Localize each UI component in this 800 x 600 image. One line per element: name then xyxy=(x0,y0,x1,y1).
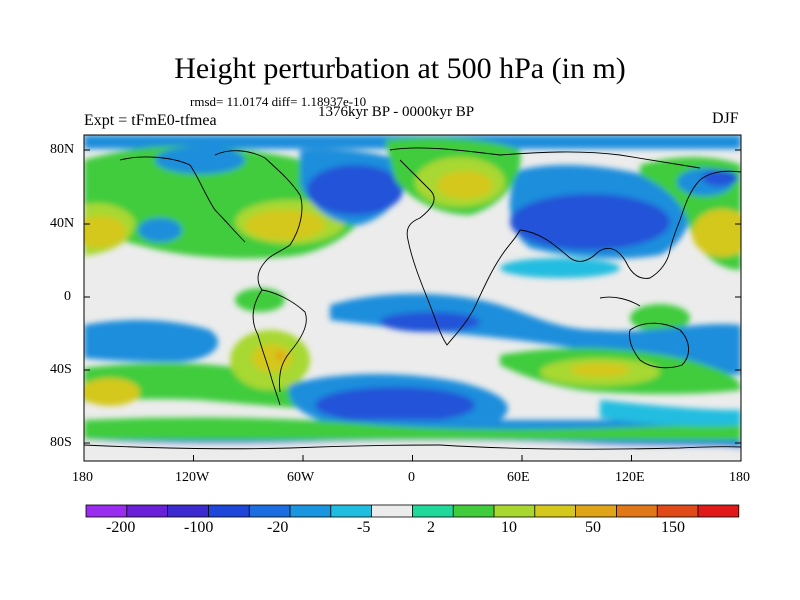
colorbar-label: 50 xyxy=(585,519,601,536)
colorbar-swatch xyxy=(657,505,698,517)
colorbar-label: -100 xyxy=(184,519,214,536)
canada-blue xyxy=(155,146,245,174)
colorbar-swatch xyxy=(494,505,535,517)
lat-label-40s: 40S xyxy=(50,362,72,377)
map-title: Height perturbation at 500 hPa (in m) xyxy=(174,52,626,85)
axis-ticks xyxy=(83,149,742,461)
colorbar-swatch xyxy=(249,505,290,517)
colorbar-label: 150 xyxy=(661,519,685,536)
indian-lightblue xyxy=(500,258,620,278)
colorbar-swatch xyxy=(208,505,250,517)
colorbar-swatch xyxy=(126,505,168,517)
coastlines xyxy=(84,147,741,450)
colorbar-swatch xyxy=(534,505,576,517)
season-label: DJF xyxy=(712,110,739,127)
colorbar-swatch xyxy=(453,505,494,517)
natl-deep-blue xyxy=(307,165,403,215)
lat-label-40n: 40N xyxy=(50,216,75,231)
satl-deep-blue xyxy=(380,312,480,332)
so-deep-blue xyxy=(315,387,475,423)
lat-label-0: 0 xyxy=(64,289,71,304)
lon-label-120w: 120W xyxy=(175,470,210,485)
lon-label-180e: 180 xyxy=(729,470,750,485)
indonesia-green xyxy=(630,304,690,332)
colorbar-swatch xyxy=(167,505,209,517)
stats-text: rmsd= 11.0174 diff= 1.18937e-10 xyxy=(190,94,367,109)
experiment-label: Expt = tFmE0-tfmea xyxy=(84,112,217,129)
samerica-green-n xyxy=(235,288,285,312)
lon-label-60w: 60W xyxy=(287,470,315,485)
period-label: 1376kyr BP - 0000kyr BP xyxy=(318,104,475,120)
polar-neutral xyxy=(84,440,741,461)
patagonia-orange xyxy=(275,352,285,360)
lon-label-180w: 180 xyxy=(72,470,93,485)
lon-label-60e: 60E xyxy=(507,470,530,485)
lon-label-120e: 120E xyxy=(615,470,645,485)
colorbar-label: -5 xyxy=(357,519,371,536)
lat-label-80s: 80S xyxy=(50,435,72,450)
colorbar-label: 10 xyxy=(501,519,517,536)
colorbar-swatch xyxy=(290,505,331,517)
colorbar-label: -200 xyxy=(106,519,136,536)
atlantic-mustard xyxy=(245,210,325,240)
colorbar-swatch xyxy=(371,505,413,517)
colorbar-swatch xyxy=(698,505,739,517)
colorbar-swatch xyxy=(86,505,127,517)
antarctic-lightblue xyxy=(600,400,741,427)
colorbar-label: 2 xyxy=(427,519,435,536)
sio-mustard xyxy=(570,363,630,377)
lat-label-80n: 80N xyxy=(50,142,75,157)
pacific-blue xyxy=(138,218,182,242)
contour-field xyxy=(84,135,741,461)
spac-mustard xyxy=(84,378,140,406)
colorbar-swatch xyxy=(616,505,658,517)
colorbar-swatch xyxy=(575,505,617,517)
colorbar xyxy=(85,504,740,518)
colorbar-swatch xyxy=(330,505,372,517)
pacific-mustard xyxy=(84,216,126,248)
colorbar-label: -20 xyxy=(267,519,289,536)
spac-blue xyxy=(84,320,219,362)
nwpac-mustard xyxy=(692,209,741,257)
lon-label-0: 0 xyxy=(408,470,415,485)
eurasia-mustard xyxy=(437,171,493,199)
nwpac-deep-blue xyxy=(702,170,738,186)
antarctic-green xyxy=(84,417,741,440)
asia-deep-blue xyxy=(510,194,670,250)
colorbar-swatch xyxy=(412,505,454,517)
